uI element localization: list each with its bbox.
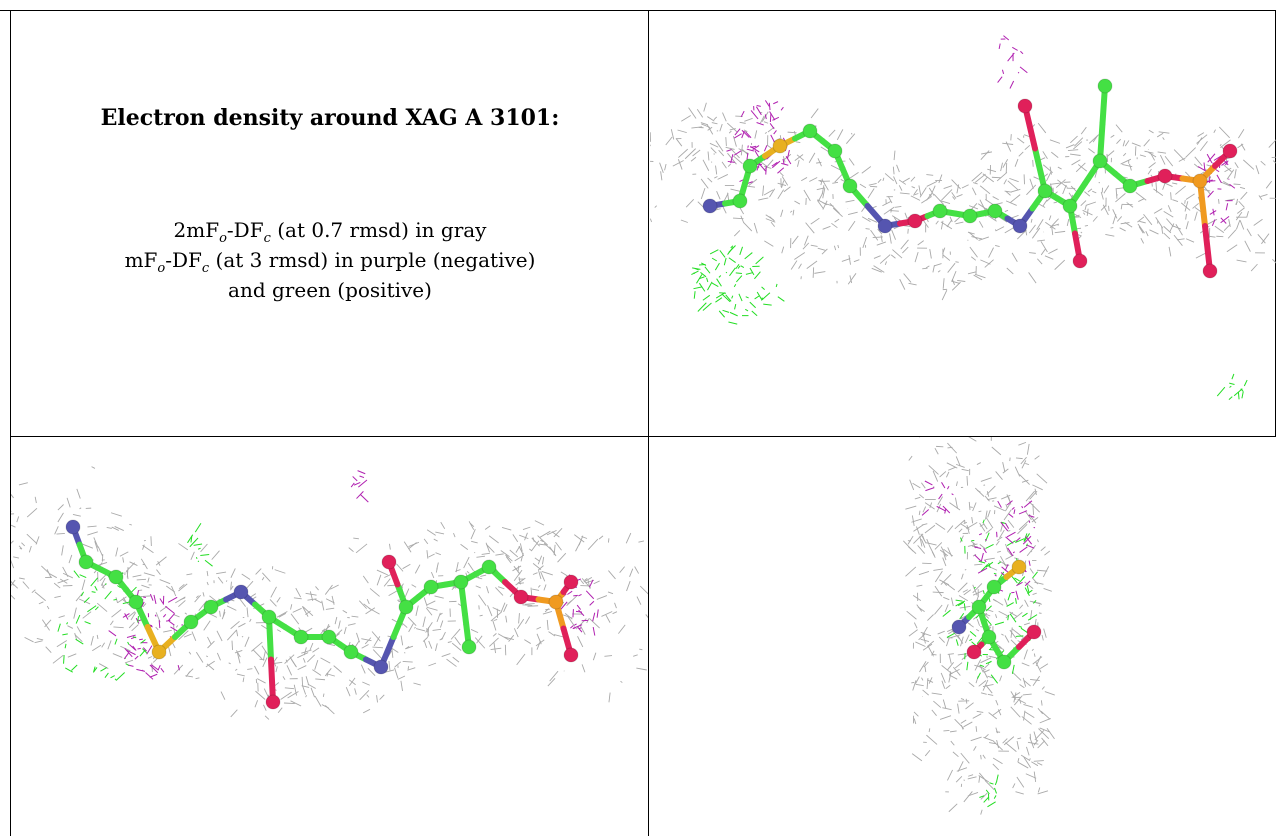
oxygen-atom [1222,143,1238,159]
green-mesh [187,522,213,567]
green-mesh [57,562,148,681]
legend-line-2fo-fc: 2mFo-DFc (at 0.7 rmsd) in gray [173,218,487,246]
carbon-atom [203,599,219,615]
carbon-atom [827,143,843,159]
table-divider-vertical [648,10,649,836]
oxygen-atom [1026,624,1042,640]
carbon-atom [128,594,144,610]
carbon-atom [78,554,94,570]
gray-mesh [11,466,648,720]
carbon-atom [1122,178,1138,194]
nitrogen-atom [951,619,967,635]
carbon-atom [398,599,414,615]
density-image-3 [903,437,1055,815]
oxygen-atom [265,694,281,710]
nitrogen-atom [702,198,718,214]
sulfur-atom [1011,559,1027,575]
table-divider-horizontal [10,436,1276,437]
purple-mesh [350,470,369,503]
oxygen-atom [563,574,579,590]
bond [1197,178,1208,229]
nitrogen-atom [373,659,389,675]
carbon-atom [453,574,469,590]
carbon-atom [996,654,1012,670]
oxygen-atom [907,213,923,229]
carbon-atom [962,208,978,224]
oxygen-atom [1202,263,1218,279]
nitrogen-atom [877,218,893,234]
oxygen-atom [381,554,397,570]
purple-mesh [560,574,599,636]
legend-line-positive: and green (positive) [228,278,432,302]
oxygen-atom [1017,98,1033,114]
carbon-atom [321,629,337,645]
oxygen-atom [1157,168,1173,184]
green-mesh [1216,373,1248,401]
carbon-atom [802,123,818,139]
carbon-atom [183,614,199,630]
bond [1032,145,1048,194]
nitrogen-atom [1012,218,1028,234]
carbon-atom [742,158,758,174]
green-mesh [979,774,999,808]
oxygen-atom [1072,253,1088,269]
sulfur-atom [772,138,788,154]
density-image-2 [11,466,648,720]
legend-line-fo-fc: mFo-DFc (at 3 rmsd) in purple (negative) [124,248,536,276]
bond [1202,223,1213,274]
carbon-atom [343,644,359,660]
carbon-atom [108,569,124,585]
carbon-atom [1097,78,1113,94]
density-view-bottom-right [649,437,1276,836]
carbon-atom [987,203,1003,219]
carbon-atom [1092,153,1108,169]
ligand-model [951,559,1042,670]
carbon-atom [986,579,1002,595]
carbon-atom [842,178,858,194]
carbon-atom [971,599,987,615]
carbon-atom [461,639,477,655]
carbon-atom [932,203,948,219]
nitrogen-atom [233,584,249,600]
carbon-atom [1037,183,1053,199]
legend-title: Electron density around XAG A 3101: [100,105,560,131]
gray-mesh [903,437,1055,815]
ligand-model [65,519,579,710]
bond [268,656,276,705]
purple-mesh [921,480,954,516]
purple-mesh [974,500,1036,600]
oxygen-atom [513,589,529,605]
sulfur-atom [151,644,167,660]
carbon-atom [1062,198,1078,214]
legend-cell: Electron density around XAG A 3101: 2mFo… [12,10,648,446]
bond [1022,103,1038,152]
density-view-top-right [650,11,1276,436]
bond [266,614,274,663]
density-image-1 [650,35,1276,401]
phosphorus-atom [1192,173,1208,189]
purple-mesh [997,35,1028,89]
density-view-bottom-left [11,437,648,836]
carbon-atom [293,629,309,645]
carbon-atom [423,579,439,595]
carbon-atom [981,629,997,645]
carbon-atom [481,559,497,575]
table-border-top [0,10,1276,11]
ligand-model [702,78,1238,279]
phosphorus-atom [548,594,564,610]
nitrogen-atom [65,519,81,535]
carbon-atom [261,609,277,625]
table-border-left [10,10,11,836]
green-mesh [691,245,785,325]
oxygen-atom [563,647,579,663]
oxygen-atom [966,644,982,660]
carbon-atom [732,193,748,209]
